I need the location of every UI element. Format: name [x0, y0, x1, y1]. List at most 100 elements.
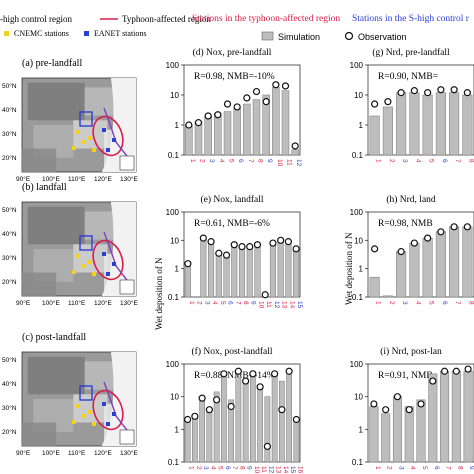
y-tick-label: 0.1 — [352, 151, 364, 160]
y-tick-label: 0.1 — [168, 458, 180, 467]
observation-point — [246, 243, 254, 251]
observation-point — [464, 365, 472, 373]
x-tick-label: 3 — [208, 159, 215, 163]
simulation-bar — [206, 409, 213, 463]
observation-point — [437, 86, 445, 94]
observation-point — [252, 87, 261, 96]
observation-point — [284, 238, 292, 246]
legend-left-region: -high control region — [0, 14, 72, 24]
x-tick-label: 10 — [257, 301, 264, 309]
x-tick-label: 3 — [202, 466, 209, 470]
simulation-bar — [369, 406, 379, 463]
simulation-bar — [271, 373, 278, 463]
inset-box — [119, 429, 135, 445]
lon-tick-label: 100°E — [42, 449, 60, 457]
lon-tick-label: 120°E — [94, 175, 112, 183]
observation-circle-icon — [344, 31, 354, 41]
cnemc-station-marker — [92, 148, 96, 152]
observation-point — [191, 412, 199, 420]
x-tick-label: 9 — [266, 159, 273, 163]
chart-stats: R=0.98, NMB — [378, 219, 433, 229]
y-tick-label: 0.1 — [352, 458, 364, 467]
simulation-bar — [221, 376, 227, 463]
typhoon-region-ellipse — [92, 389, 124, 431]
observation-point — [292, 415, 300, 424]
observation-point — [194, 119, 203, 127]
y-tick-label: 1 — [359, 265, 364, 274]
lat-tick-label: 30°N — [2, 254, 17, 262]
x-tick-label: 10 — [253, 466, 260, 474]
eanet-station-marker — [106, 422, 110, 426]
x-tick-label: 8 — [467, 159, 474, 163]
simulation-bar — [272, 87, 280, 156]
chart-panel: (f) Nox, post-landfall R=0.88, NMB=-14% 0.… — [166, 346, 304, 474]
simulation-bar — [254, 244, 261, 298]
legend-cnemc: CNEMC stations — [14, 29, 69, 38]
simulation-bar — [194, 121, 203, 156]
lon-tick-label: 110°E — [68, 299, 86, 307]
observation-point — [214, 111, 222, 119]
header-shigh: Stations in the S-high control r — [352, 14, 470, 24]
x-tick-label: 2 — [388, 159, 395, 163]
map-panel: (c) post-landfall 50°N 40°N 30°N 20°N 90°E 100… — [2, 332, 138, 457]
simulation-bar — [462, 94, 473, 156]
y-tick-label: 10 — [354, 393, 363, 402]
legend-typhoon-region: Typhoon-affected region — [122, 14, 211, 24]
y-tick-label: 0.1 — [168, 293, 180, 302]
chart-panel: (h) Nrd, land R=0.98, NMB 0.1 1 10 100 1 2 3 4 5 6 7… — [350, 194, 474, 305]
y-tick-label: 100 — [166, 360, 180, 369]
simulation-bar — [451, 370, 461, 463]
terrain-patch — [22, 422, 57, 446]
eanet-station-marker — [106, 148, 110, 152]
lon-tick-label: 90°E — [16, 449, 31, 457]
cnemc-station-marker — [72, 420, 76, 424]
lon-tick-label: 110°E — [68, 175, 86, 183]
terrain-patch — [73, 394, 108, 423]
chart-panel: (g) Nrd, pre-landfall R=0.90, NMB= 0.1 1 10 1… — [350, 47, 474, 163]
map-panel: (a) pre-landfall 50°N 40°N 30°N 20°N 90°E 100°… — [2, 58, 138, 183]
observation-point — [450, 86, 458, 94]
eanet-station-marker — [102, 402, 106, 406]
ylabel-middle: Wet deposition of N — [154, 257, 164, 330]
observation-point — [213, 396, 221, 404]
simulation-bar — [404, 406, 414, 463]
chart-title: (i) Nrd, post-lan — [380, 346, 442, 357]
x-tick-label: 13 — [275, 466, 282, 474]
simulation-bar — [269, 242, 276, 298]
simulation-bar — [185, 124, 193, 156]
simulation-bar — [440, 370, 450, 463]
observation-point — [393, 393, 402, 401]
observation-point — [382, 406, 390, 414]
simulation-bar — [409, 242, 420, 298]
observation-point — [256, 383, 264, 391]
chart-frame — [367, 211, 474, 298]
observation-point — [198, 394, 206, 402]
y-tick-label: 10 — [170, 236, 179, 245]
map-label: (c) post-landfall — [22, 332, 86, 343]
series-legend: Simulation Observation — [261, 31, 407, 42]
lon-tick-label: 90°E — [16, 299, 31, 307]
x-tick-label: 2 — [195, 466, 202, 470]
cnemc-station-marker — [72, 270, 76, 274]
cnemc-station-marker — [82, 414, 86, 418]
lon-tick-label: 130°E — [120, 175, 138, 183]
x-tick-label: 3 — [397, 466, 404, 470]
lon-tick-label: 120°E — [94, 299, 112, 307]
x-tick-label: 5 — [217, 466, 224, 470]
x-tick-label: 11 — [260, 466, 267, 473]
observation-point — [440, 367, 449, 375]
observation-point — [242, 377, 250, 385]
cnemc-station-marker — [88, 410, 92, 414]
observation-point — [371, 245, 379, 253]
observation-point — [271, 370, 279, 378]
terrain-patch — [27, 206, 85, 245]
observation-point — [450, 223, 458, 231]
chart-panel: (i) Nrd, post-lan R=0.91, NMB 0.1 1 10 100 1 2 3… — [350, 346, 474, 470]
observation-point — [243, 94, 251, 102]
lon-tick-label: 120°E — [94, 449, 112, 457]
observation-point — [384, 98, 392, 106]
x-tick-label: 14 — [288, 301, 295, 309]
chart-title: (h) Nrd, land — [386, 194, 436, 205]
cnemc-station-marker — [82, 264, 86, 268]
